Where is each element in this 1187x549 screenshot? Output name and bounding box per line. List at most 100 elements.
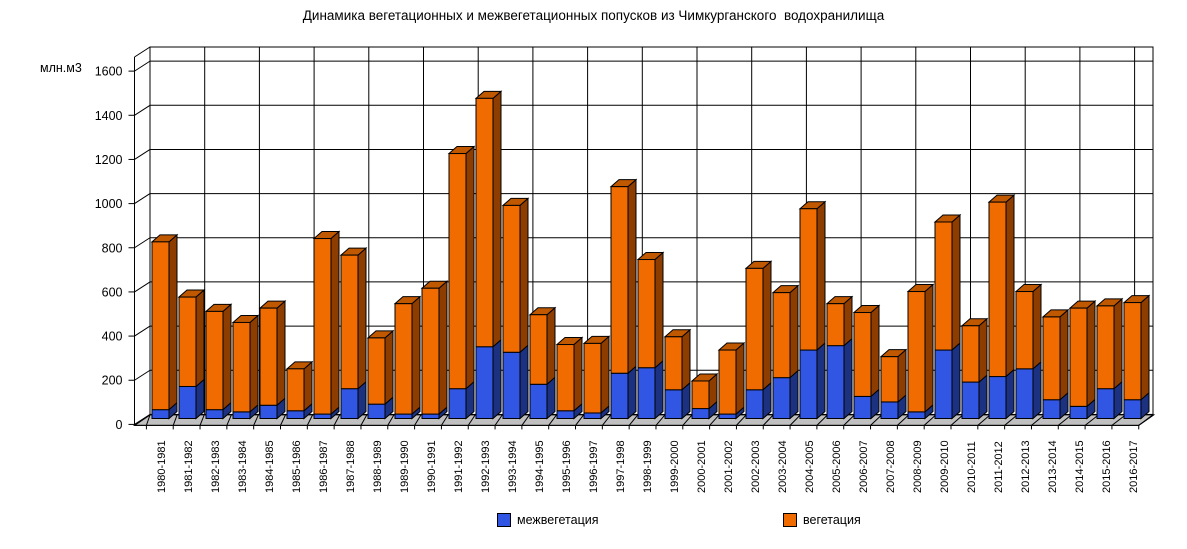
bar-segment-mezhvegetatsiya-1990-1991 [421, 413, 440, 420]
bar-segment-mezhvegetatsiya-1988-1989 [367, 403, 386, 420]
bar-segment-mezhvegetatsiya-2004-2005 [799, 349, 818, 419]
floor-separator [199, 414, 205, 426]
x-tick-label: 2007-2008 [885, 440, 897, 493]
x-tick-label: 1980-1981 [156, 440, 168, 493]
bar-segment-mezhvegetatsiya-1983-1984 [232, 411, 251, 420]
bar-side-vegetatsiya [600, 335, 610, 415]
x-tick-label: 1993-1994 [507, 440, 519, 493]
bar-side-vegetatsiya [816, 200, 826, 352]
bar-segment-vegetatsiya-1999-2000 [664, 336, 683, 391]
bar-segment-mezhvegetatsiya-1986-1987 [313, 413, 332, 420]
bar-segment-mezhvegetatsiya-1993-1994 [502, 351, 521, 420]
floor-separator [977, 414, 991, 426]
floor-separator [628, 414, 639, 426]
floor-separator [467, 414, 476, 426]
x-tick-label: 1988-1989 [372, 440, 384, 493]
y-tick-label: 1600 [95, 65, 123, 79]
bar-side-mezhvegetatsiya [492, 338, 502, 420]
x-tick-label: 2015-2016 [1101, 440, 1113, 493]
floor-separator [360, 414, 368, 426]
bar-segment-vegetatsiya-2012-2013 [1015, 291, 1034, 370]
bar-segment-vegetatsiya-2016-2017 [1123, 302, 1142, 401]
axis-wall-connector [134, 46, 151, 58]
bar-side-vegetatsiya [627, 178, 637, 375]
bar-segment-vegetatsiya-1980-1981 [151, 241, 170, 411]
axis-wall-connector [134, 281, 151, 293]
legend-item-vegetatsiya: вегетация [783, 513, 861, 527]
bar-side-vegetatsiya [843, 295, 853, 347]
bar-side-vegetatsiya [492, 90, 502, 348]
bar-segment-vegetatsiya-2001-2002 [718, 349, 737, 415]
bar-side-vegetatsiya [870, 304, 880, 398]
x-tick-label: 2006-2007 [858, 440, 870, 493]
bar-segment-mezhvegetatsiya-2002-2003 [745, 389, 764, 419]
axis-wall-connector [134, 325, 151, 337]
floor-separator [414, 414, 422, 426]
floor-separator [333, 414, 341, 426]
bar-side-vegetatsiya [546, 306, 556, 386]
floor-separator [950, 414, 964, 426]
legend-swatch-blue [497, 513, 511, 527]
bar-segment-vegetatsiya-2004-2005 [799, 208, 818, 351]
bar-side-vegetatsiya [1113, 297, 1123, 390]
axis-wall-connector [134, 369, 151, 381]
x-tick-label: 1983-1984 [237, 440, 249, 493]
y-tick-label: 1200 [95, 153, 123, 167]
bar-segment-vegetatsiya-1982-1983 [205, 310, 224, 411]
bar-side-vegetatsiya [303, 360, 313, 412]
x-tick-label: 2016-2017 [1128, 440, 1140, 493]
bar-segment-vegetatsiya-2002-2003 [745, 267, 764, 391]
bar-side-vegetatsiya [573, 336, 583, 412]
x-tick-label: 1992-1993 [480, 440, 492, 493]
x-tick-label: 2010-2011 [966, 441, 978, 493]
x-tick-label: 2003-2004 [777, 440, 789, 493]
bar-segment-mezhvegetatsiya-1980-1981 [151, 409, 170, 419]
y-tick-label: 1400 [95, 109, 123, 123]
bar-segment-vegetatsiya-1990-1991 [421, 287, 440, 415]
bar-segment-mezhvegetatsiya-2012-2013 [1015, 368, 1034, 420]
bar-segment-mezhvegetatsiya-2000-2001 [691, 408, 710, 419]
floor-separator [762, 414, 774, 426]
axis-wall-connector [134, 149, 151, 160]
bar-segment-vegetatsiya-1993-1994 [502, 204, 521, 353]
y-axis-unit-label: млн.м3 [40, 61, 82, 75]
bar-segment-mezhvegetatsiya-1992-1993 [475, 346, 494, 419]
bar-segment-mezhvegetatsiya-1984-1985 [259, 404, 278, 420]
bar-segment-mezhvegetatsiya-1991-1992 [448, 388, 467, 419]
bar-side-vegetatsiya [735, 341, 745, 416]
floor-separator [736, 414, 747, 426]
bar-segment-vegetatsiya-1981-1982 [178, 296, 197, 387]
bar-segment-mezhvegetatsiya-2001-2002 [718, 413, 737, 420]
axis-wall-connector [1138, 414, 1154, 426]
axis-wall-connector [134, 193, 151, 205]
legend-label: вегетация [803, 513, 861, 527]
bar-segment-mezhvegetatsiya-2014-2015 [1069, 405, 1088, 419]
bar-segment-vegetatsiya-2006-2007 [853, 312, 872, 397]
bar-segment-mezhvegetatsiya-1985-1986 [286, 410, 305, 420]
bar-side-vegetatsiya [195, 288, 205, 388]
floor-separator [923, 414, 937, 426]
x-tick-label: 2000-2001 [696, 440, 708, 493]
legend-label: межвегетация [517, 513, 599, 527]
bar-segment-vegetatsiya-2000-2001 [691, 380, 710, 410]
bar-side-vegetatsiya [951, 213, 961, 352]
bar-segment-vegetatsiya-2005-2006 [826, 303, 845, 347]
bar-segment-mezhvegetatsiya-1981-1982 [178, 385, 197, 420]
bar-side-vegetatsiya [222, 303, 232, 411]
floor-separator [816, 414, 828, 426]
bar-side-vegetatsiya [276, 299, 286, 407]
bar-side-mezhvegetatsiya [789, 369, 799, 420]
bar-segment-mezhvegetatsiya-2010-2011 [961, 381, 980, 419]
bar-segment-mezhvegetatsiya-1987-1988 [340, 388, 359, 419]
floor-separator [601, 414, 612, 426]
x-tick-label: 1996-1997 [588, 440, 600, 493]
floor-separator [682, 414, 693, 426]
bar-segment-vegetatsiya-2003-2004 [772, 292, 791, 379]
y-tick-label: 600 [102, 285, 123, 299]
floor-separator [1004, 414, 1018, 426]
x-tick-label: 1991-1992 [453, 440, 465, 493]
y-tick-label: 200 [102, 374, 123, 388]
bar-segment-vegetatsiya-1992-1993 [475, 97, 494, 348]
floor-separator [655, 414, 666, 426]
